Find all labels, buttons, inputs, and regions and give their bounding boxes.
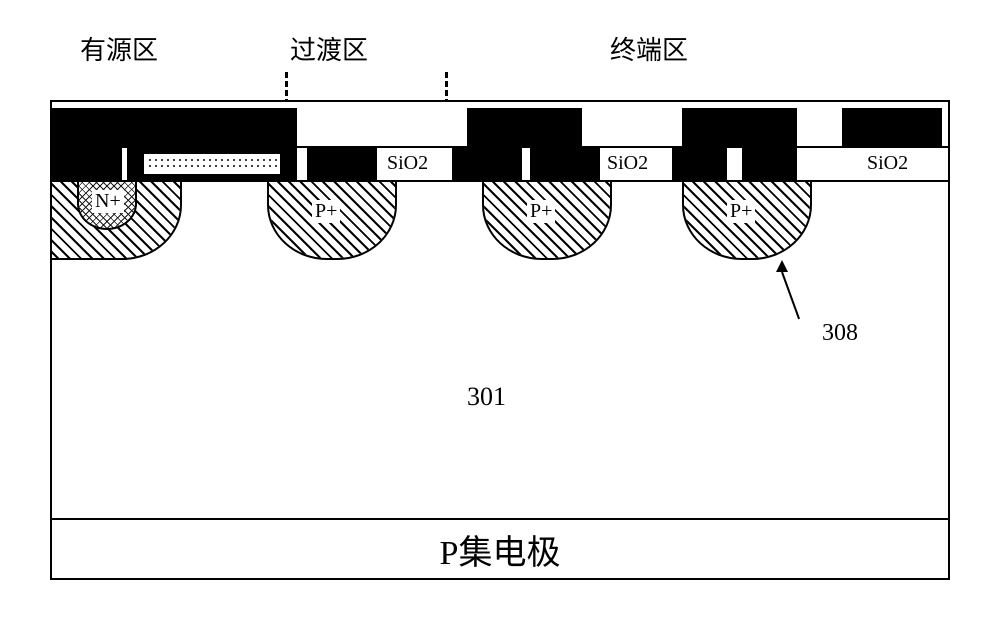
nplus-label: N+: [92, 190, 124, 213]
metal-block-10: [742, 146, 797, 182]
poly-gate: [142, 152, 282, 176]
metal-block-7: [530, 146, 600, 182]
metal-block-5: [452, 146, 522, 182]
oxide-label-3: SiO2: [867, 152, 908, 175]
metal-block-4: [307, 146, 377, 182]
region-label-active: 有源区: [80, 30, 158, 67]
p-collector: P集电极: [52, 518, 948, 578]
metal-block-3: [182, 108, 297, 148]
oxide-label-1: SiO2: [387, 152, 428, 175]
region-label-terminal: 终端区: [610, 30, 688, 67]
region-label-transition: 过渡区: [290, 30, 368, 67]
semiconductor-cross-section-diagram: 有源区 过渡区 终端区 SiO2 SiO2 SiO2 P+ P+ P+ N+ 301…: [20, 20, 980, 597]
metal-block-9: [682, 108, 797, 148]
arrow-line-308: [781, 272, 800, 320]
arrow-label-308: 308: [822, 320, 858, 347]
arrow-head-308: [776, 260, 788, 272]
device-cross-section: SiO2 SiO2 SiO2 P+ P+ P+ N+ 301 308 P集电极: [50, 100, 950, 580]
metal-block-6: [467, 108, 582, 148]
metal-block-11: [842, 108, 942, 148]
p-collector-label: P集电极: [440, 525, 561, 574]
p-well-label-2: P+: [527, 200, 555, 223]
metal-block-1: [52, 108, 182, 148]
p-well-label-1: P+: [312, 200, 340, 223]
p-well-label-3: P+: [727, 200, 755, 223]
substrate-label: 301: [467, 382, 506, 412]
metal-block-8: [672, 146, 727, 182]
oxide-label-2: SiO2: [607, 152, 648, 175]
metal-block-0: [52, 146, 122, 182]
